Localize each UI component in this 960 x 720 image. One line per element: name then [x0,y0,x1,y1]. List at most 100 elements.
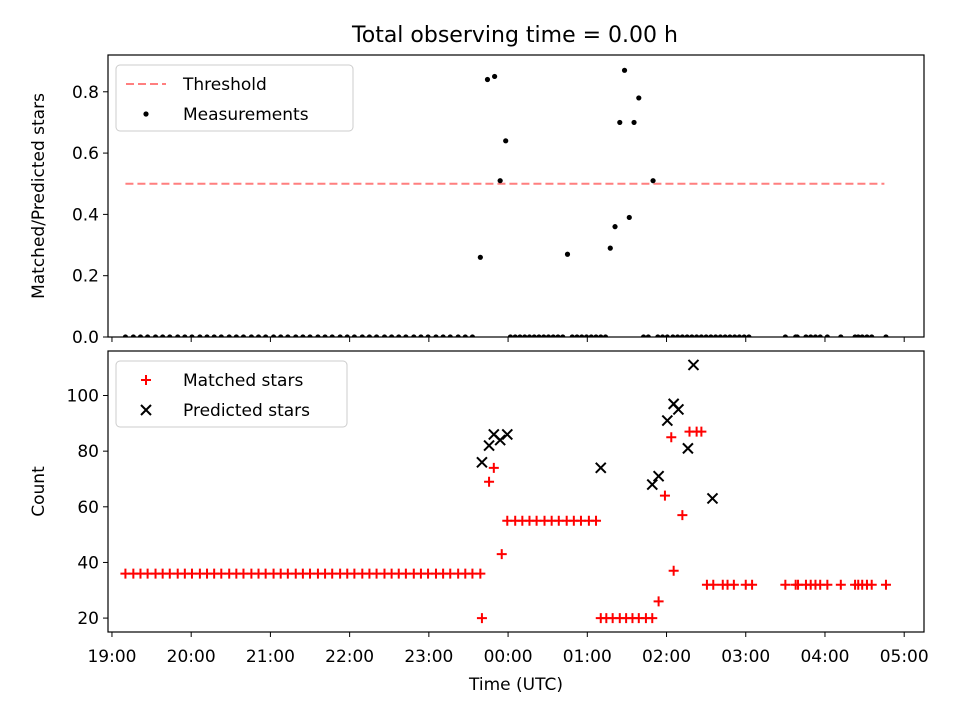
y-tick-label: 60 [77,498,99,518]
measurement-point [670,334,676,337]
measurement-point [218,334,224,337]
x-tick-label: 04:00 [800,647,849,667]
measurement-point [130,334,136,337]
measurement-point [689,334,695,337]
measurement-point [447,334,453,337]
measurement-point [741,334,747,337]
measurement-point [664,334,670,337]
measurement-point [803,334,809,337]
x-tick-label: 20:00 [167,647,216,667]
matched-star-point [780,579,791,590]
predicted-star-point [672,403,685,416]
measurement-point [794,334,800,337]
measurement-point [694,334,700,337]
predicted-star-point [652,470,665,482]
measurement-point [366,334,373,337]
measurement-point [403,334,409,337]
matched-star-point [666,432,677,443]
measurement-point [344,334,350,337]
measurement-point [389,334,395,337]
measurement-point [703,334,709,337]
legend-x-swatch [140,404,152,416]
matched-star-point [677,510,688,521]
measurement-point [636,95,642,101]
measurement-point [255,334,262,337]
measurement-point [189,334,195,337]
measurement-point [240,334,247,337]
y-tick-label: 0.8 [72,83,99,103]
measurement-point [574,334,580,337]
x-tick-label: 05:00 [880,647,929,667]
measurement-point [545,334,552,337]
measurement-point [263,334,269,337]
measurement-point [817,334,823,337]
measurement-point [145,334,151,337]
measurement-point [455,334,461,337]
measurement-point [859,334,865,337]
measurement-point [211,334,217,337]
measurement-point [640,334,647,337]
predicted-star-point [483,439,495,452]
measurement-point [812,334,819,337]
measurement-point [869,334,875,337]
measurement-point [307,334,313,337]
predicted-star-point [494,434,506,446]
plot-area [122,67,889,337]
measurement-point [602,334,609,337]
measurement-point [337,334,343,337]
measurement-point [517,334,523,337]
measurement-point [248,334,254,337]
matched-star-point [488,462,499,473]
measurement-point [160,334,166,337]
measurement-point [226,334,232,337]
legend-label: Matched stars [183,371,303,391]
measurement-point [440,334,446,337]
matched-star-point [484,476,495,487]
measurement-point [864,334,870,337]
y-tick-label: 0.4 [72,205,99,225]
measurement-point [782,334,788,337]
x-tick-label: 19:00 [87,647,136,667]
measurement-point [607,245,613,251]
predicted-star-point [476,456,488,468]
measurement-point [746,334,752,337]
legend-box [115,360,348,428]
measurement-point [233,334,239,337]
measurement-point [462,334,468,337]
measurement-point [722,334,728,337]
axes-frame [107,54,925,338]
y-tick-label: 40 [77,553,99,573]
measurement-point [612,224,618,230]
measurement-point [512,334,518,337]
bottom-panel: 20 40 60 80 100 19:00 20:00 21:00 22:00 23:00 00:0… [29,350,929,695]
measurement-point [684,334,690,337]
x-tick-label: 21:00 [246,647,295,667]
measurement-point [541,334,547,337]
measurement-point [293,334,299,337]
measurement-point [522,334,528,337]
measurement-point [675,334,681,337]
predicted-star-point [595,462,607,474]
predicted-star-point [661,414,674,427]
measurement-point [425,334,431,337]
matched-star-point [647,613,658,624]
measurement-point [536,334,542,337]
measurement-point [855,334,861,337]
measurement-point [411,334,417,337]
measurement-point [204,334,210,337]
matched-star-point [822,579,833,590]
predicted-star-point [687,359,700,371]
measurement-point [433,334,439,337]
axes-frame [107,350,925,633]
measurement-point [555,334,561,337]
y-tick-label: 0.0 [72,328,99,348]
measurement-point [531,334,537,337]
measurement-point [732,334,738,337]
matched-star-point [476,613,487,624]
measurement-point [824,334,830,337]
matched-star-point [653,596,664,607]
x-tick-label: 23:00 [404,647,453,667]
measurement-point [650,178,656,184]
measurement-point [270,334,277,337]
